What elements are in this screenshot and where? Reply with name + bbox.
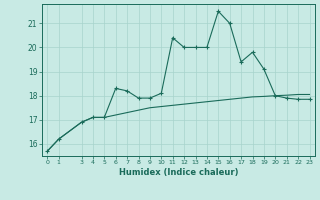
X-axis label: Humidex (Indice chaleur): Humidex (Indice chaleur) — [119, 168, 238, 177]
